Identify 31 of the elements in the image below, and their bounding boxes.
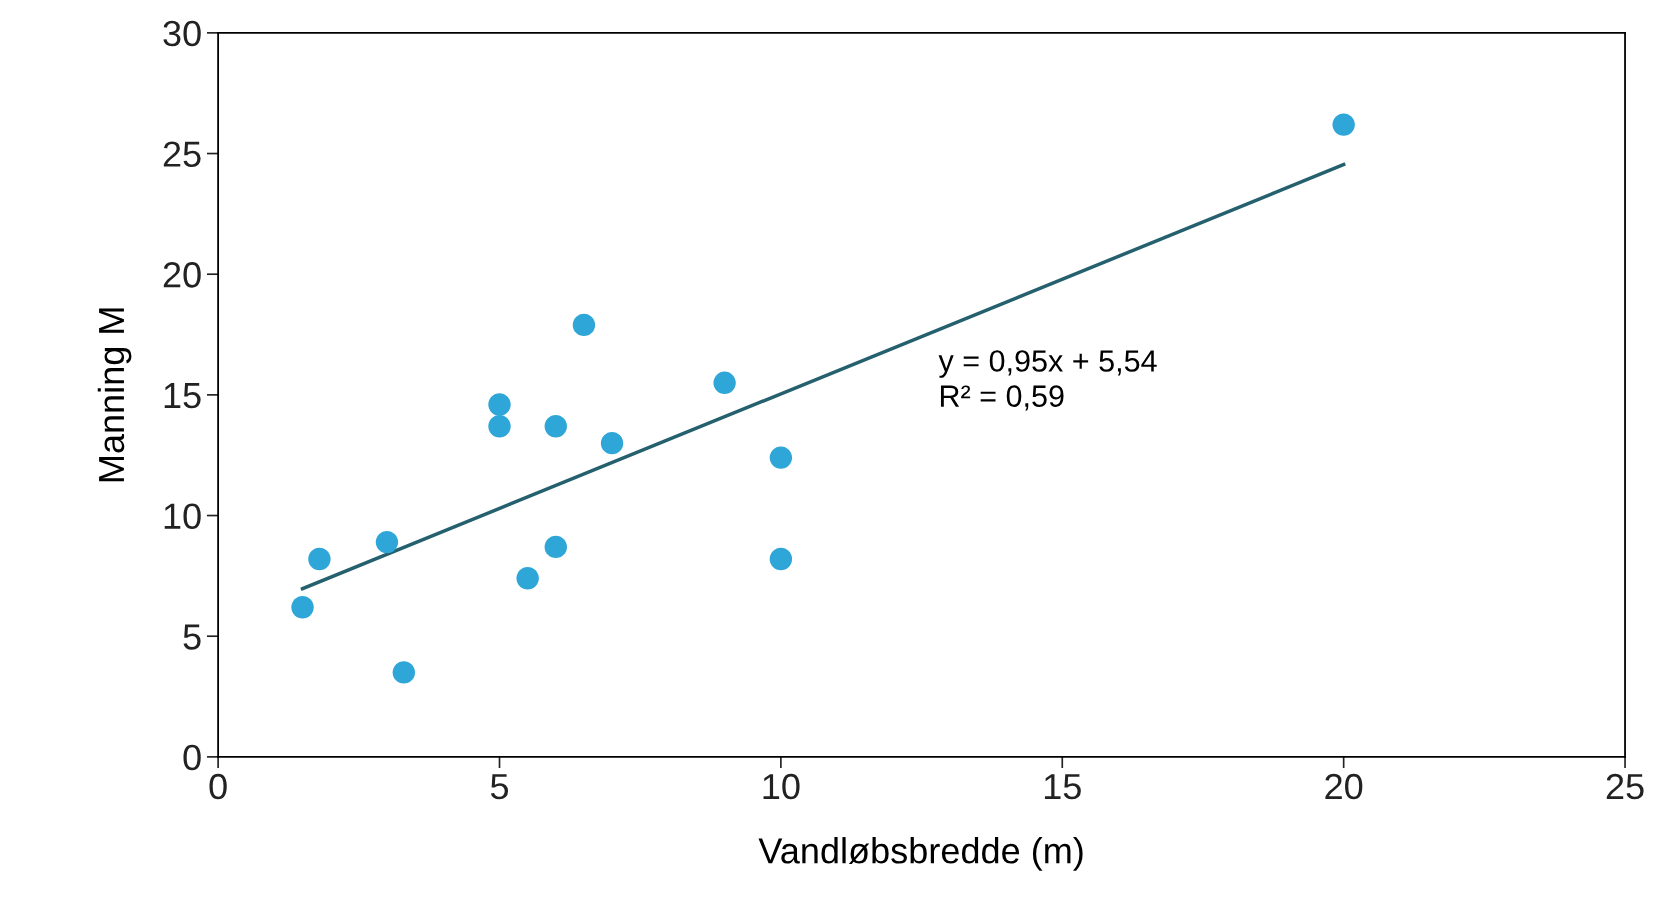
point [308,547,331,571]
point [544,535,567,559]
point [392,661,416,684]
y-tick-label: 30 [163,20,201,47]
x-tick-label: 20 [1325,773,1363,800]
point [375,530,399,554]
y-tick-label: 5 [183,624,201,650]
point [488,415,511,438]
point [600,431,624,455]
y-axis-title: Manning M [97,308,132,482]
point [516,567,539,590]
point [769,547,793,571]
point [713,371,736,394]
y-tick-label: 15 [164,383,201,409]
y-tick-label: 10 [164,503,201,529]
point [488,393,511,416]
x-axis-title: Vandløbsbredde (m) [758,837,1083,871]
y-tick-label: 25 [163,141,201,167]
x-tick-label: 15 [1044,774,1081,800]
y-tick-label: 0 [183,744,201,771]
x-tick-label: 0 [209,773,227,800]
point [291,596,314,619]
y-tick-label: 20 [163,262,201,288]
point [1332,113,1355,136]
x-tick-label: 5 [490,774,509,800]
x-tick-label: 25 [1606,773,1644,800]
point [572,313,596,337]
annotation: y = 0,95x + 5,54 R² = 0,59 [938,350,1157,411]
point [769,446,793,469]
x-tick-label: 10 [763,773,800,800]
point [544,415,567,438]
